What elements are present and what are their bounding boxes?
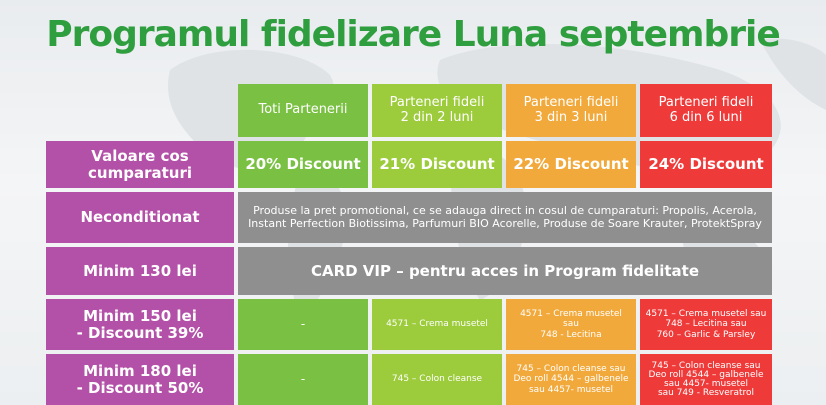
- column-header-3-din-3: Parteneri fideli 3 din 3 luni: [506, 84, 636, 137]
- product-line: sau 4457- musetel: [528, 384, 614, 395]
- column-header-6-din-6: Parteneri fideli 6 din 6 luni: [640, 84, 772, 137]
- row-label-line1: Minim 150 lei: [83, 306, 197, 325]
- product-line: 745 – Colon cleanse sau: [651, 360, 761, 371]
- neconditionat-description: Produse la pret promotional, ce se adaug…: [238, 192, 772, 243]
- row-label-neconditionat: Neconditionat: [46, 192, 234, 243]
- minim150-6-din-6: 4571 – Crema musetel sau 748 – Lecitina …: [640, 299, 772, 350]
- page-title: Programul fidelizare Luna septembrie: [46, 14, 781, 55]
- description-line2: Instant Perfection Biotissima, Parfumuri…: [248, 216, 762, 230]
- column-header-line2: 3 din 3 luni: [534, 109, 608, 125]
- minim150-3-din-3: 4571 – Crema musetel sau 748 - Lecitina: [506, 299, 636, 350]
- discount-6-din-6: 24% Discount: [640, 141, 772, 188]
- row-label-line2: - Discount 50%: [76, 378, 204, 397]
- product-line: Deo roll 4544 – galbenele: [513, 374, 629, 385]
- product-line: 4571 – Crema musetel: [520, 309, 622, 320]
- product-line: 4571 – Crema musetel sau: [645, 309, 767, 320]
- discount-3-din-3: 22% Discount: [506, 141, 636, 188]
- row-label-minim-130: Minim 130 lei: [46, 247, 234, 295]
- minim150-2-din-2: 4571 – Crema musetel: [372, 299, 502, 350]
- column-header-line2: 2 din 2 luni: [400, 109, 474, 125]
- row-label-text: Minim 130 lei: [83, 261, 197, 280]
- column-header-line1: Parteneri fideli: [389, 94, 485, 110]
- product-line: sau 749 - Resveratrol: [657, 387, 755, 398]
- minim180-toti: -: [238, 354, 368, 405]
- product-line: sau: [563, 319, 579, 330]
- column-header-line2: 6 din 6 luni: [669, 109, 743, 125]
- card-vip-text: CARD VIP – pentru acces in Program fidel…: [238, 247, 772, 295]
- product-line: Deo roll 4544 – galbenele: [648, 369, 764, 380]
- column-header-toti: Toti Partenerii: [238, 84, 368, 137]
- minim180-3-din-3: 745 – Colon cleanse sau Deo roll 4544 – …: [506, 354, 636, 405]
- minim150-toti: -: [238, 299, 368, 350]
- product-line: 748 – Lecitina sau: [665, 319, 747, 330]
- product-line: sau 4457- musetel: [663, 378, 749, 389]
- row-label-minim-150: Minim 150 lei - Discount 39%: [46, 299, 234, 350]
- column-header-line1: Parteneri fideli: [658, 94, 754, 110]
- minim180-6-din-6: 745 – Colon cleanse sau Deo roll 4544 – …: [640, 354, 772, 405]
- column-header-line1: Toti Partenerii: [258, 102, 348, 118]
- discount-2-din-2: 21% Discount: [372, 141, 502, 188]
- column-header-line1: Parteneri fideli: [523, 94, 619, 110]
- row-label-line1: Minim 180 lei: [83, 361, 197, 380]
- row-label-text: Neconditionat: [80, 208, 200, 227]
- discount-toti: 20% Discount: [238, 141, 368, 188]
- row-label-minim-180: Minim 180 lei - Discount 50%: [46, 354, 234, 405]
- minim180-2-din-2: 745 – Colon cleanse: [372, 354, 502, 405]
- description-line1: Produse la pret promotional, ce se adaug…: [253, 204, 757, 218]
- column-header-2-din-2: Parteneri fideli 2 din 2 luni: [372, 84, 502, 137]
- row-label-valoare: Valoare cos cumparaturi: [46, 141, 234, 188]
- row-label-text: Valoare cos cumparaturi: [88, 146, 192, 182]
- product-line: 745 – Colon cleanse sau: [516, 364, 626, 375]
- product-line: 760 – Garlic & Parsley: [656, 329, 756, 340]
- row-label-line2: - Discount 39%: [76, 323, 204, 342]
- product-line: 748 - Lecitina: [540, 329, 602, 340]
